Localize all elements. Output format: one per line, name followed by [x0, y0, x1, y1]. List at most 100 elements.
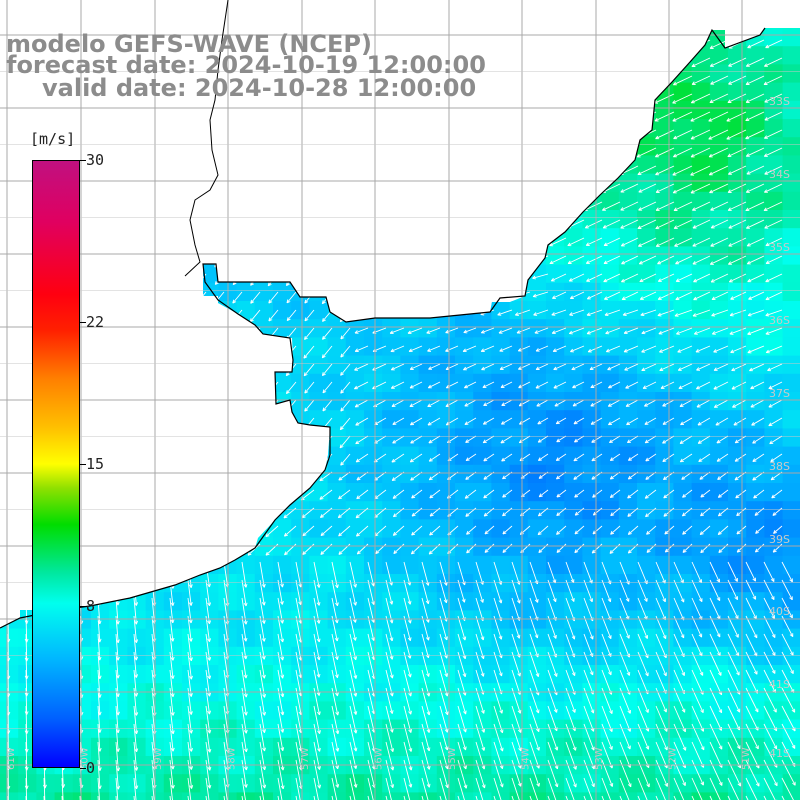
- ocean-cell: [436, 119, 456, 138]
- wind-arrow: [268, 165, 279, 178]
- ocean-cell: [400, 392, 420, 411]
- ocean-cell: [309, 137, 329, 156]
- ocean-cell: [764, 137, 784, 156]
- ocean-cell: [18, 82, 37, 102]
- ocean-cell: [236, 665, 256, 684]
- ocean-cell: [163, 519, 183, 539]
- ocean-cell: [200, 173, 219, 193]
- wind-arrow: [371, 164, 387, 169]
- ocean-cell: [564, 537, 583, 557]
- ocean-cell: [236, 446, 256, 466]
- ocean-cell: [91, 792, 110, 800]
- ocean-cell: [200, 337, 219, 357]
- wind-arrow: [495, 36, 513, 41]
- ocean-cell: [400, 410, 420, 429]
- ocean-cell: [600, 319, 620, 338]
- wind-arrow: [87, 255, 99, 269]
- ocean-cell: [546, 137, 565, 156]
- ocean-cell: [273, 319, 292, 338]
- wind-arrow: [195, 363, 207, 377]
- ocean-cell: [127, 665, 147, 684]
- ocean-cell: [655, 155, 674, 175]
- ocean-cell: [345, 173, 365, 193]
- ocean-cell: [527, 282, 547, 302]
- ocean-cell: [236, 373, 256, 393]
- ocean-cell: [382, 246, 401, 266]
- wind-arrow: [231, 435, 243, 449]
- ocean-cell: [0, 501, 19, 520]
- ocean-cell: [782, 355, 800, 375]
- ocean-cell: [746, 446, 765, 466]
- ocean-cell: [182, 555, 201, 575]
- ocean-cell: [782, 610, 800, 630]
- wind-arrow: [584, 129, 603, 139]
- wind-arrow: [141, 201, 153, 215]
- ocean-cell: [582, 301, 602, 320]
- ocean-cell: [673, 555, 693, 575]
- wind-arrow: [196, 309, 207, 322]
- wind-arrow: [389, 201, 405, 206]
- ocean-cell: [400, 173, 420, 193]
- ocean-cell: [637, 264, 656, 284]
- ocean-cell: [564, 173, 583, 193]
- ocean-cell: [546, 28, 565, 47]
- ocean-cell: [291, 373, 310, 393]
- wind-arrow: [620, 57, 639, 67]
- ocean-cell: [91, 501, 110, 520]
- wind-arrow: [160, 327, 171, 340]
- ocean-cell: [163, 446, 183, 466]
- ocean-cell: [491, 28, 511, 47]
- wind-arrow: [285, 417, 297, 431]
- ocean-cell: [564, 301, 583, 320]
- wind-arrow: [193, 489, 207, 501]
- ocean-cell: [546, 246, 565, 266]
- ocean-cell: [182, 119, 201, 138]
- ocean-cell: [746, 519, 765, 539]
- wind-arrow: [495, 237, 513, 243]
- wind-arrow: [371, 128, 387, 133]
- ocean-cell: [673, 574, 693, 593]
- wind-arrow: [529, 146, 549, 151]
- colorbar-tick-label: 0: [86, 759, 96, 777]
- wind-arrow: [477, 183, 495, 188]
- wind-arrow: [566, 93, 585, 103]
- ocean-cell: [509, 301, 529, 320]
- ocean-cell: [309, 191, 329, 211]
- wind-arrow: [88, 345, 99, 358]
- ocean-cell: [618, 282, 638, 302]
- ocean-cell: [782, 301, 800, 320]
- ocean-cell: [600, 173, 620, 193]
- wind-arrow: [407, 128, 423, 133]
- ocean-cell: [0, 119, 19, 138]
- ocean-cell: [127, 210, 147, 229]
- wind-arrow: [196, 399, 207, 412]
- lon-label: 51W: [741, 747, 752, 770]
- ocean-cell: [91, 191, 110, 211]
- wind-arrow: [304, 201, 315, 214]
- wind-arrow: [159, 291, 171, 305]
- ocean-cell: [109, 228, 128, 247]
- ocean-cell: [746, 610, 765, 630]
- ocean-cell: [600, 719, 620, 739]
- ocean-cell: [182, 191, 201, 211]
- ocean-cell: [254, 792, 274, 800]
- wind-arrow: [531, 201, 549, 206]
- wind-arrow: [639, 39, 657, 49]
- ocean-cell: [764, 537, 784, 557]
- ocean-cell: [509, 537, 529, 557]
- ocean-cell: [163, 683, 183, 702]
- wind-arrow: [85, 525, 99, 538]
- ocean-cell: [418, 537, 438, 557]
- ocean-cell: [273, 555, 292, 575]
- wind-arrow: [322, 273, 333, 286]
- ocean-cell: [546, 64, 565, 84]
- wind-arrow: [340, 219, 351, 232]
- ocean-cell: [655, 319, 674, 338]
- wind-arrow: [250, 111, 261, 124]
- ocean-cell: [509, 210, 529, 229]
- ocean-cell: [109, 337, 128, 357]
- wind-arrow: [601, 129, 621, 139]
- ocean-cell: [182, 100, 201, 120]
- wind-arrow: [286, 435, 297, 448]
- ocean-cell: [200, 228, 219, 247]
